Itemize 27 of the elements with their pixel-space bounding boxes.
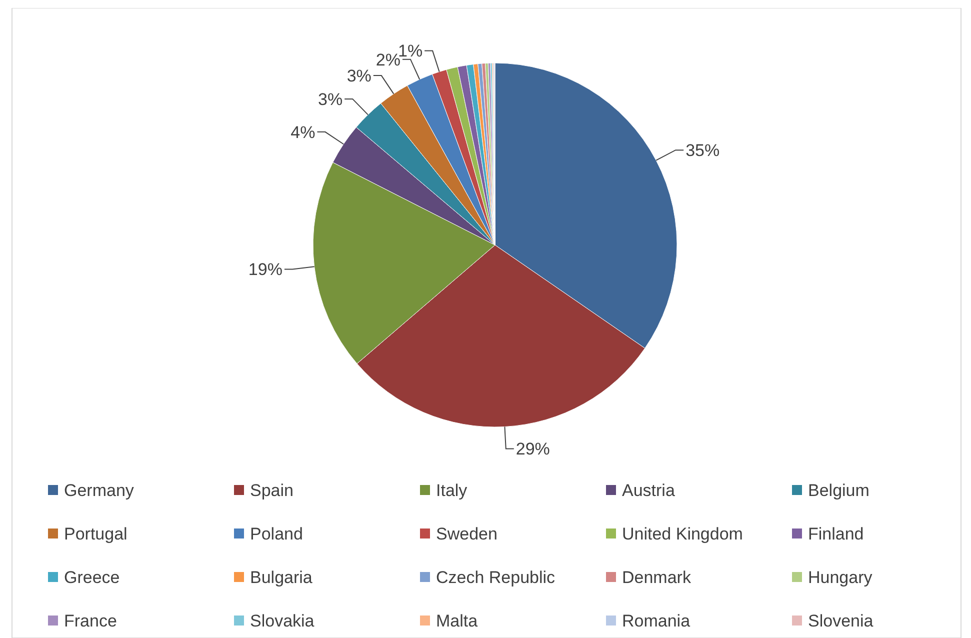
legend-label: Germany <box>64 480 134 500</box>
legend-label: Greece <box>64 568 120 587</box>
data-label: 3% <box>318 90 343 109</box>
legend-label: Belgium <box>808 480 870 500</box>
legend-label: France <box>64 611 117 630</box>
data-label: 35% <box>686 141 720 160</box>
data-label: 2% <box>376 50 400 70</box>
legend-label: Romania <box>622 611 691 630</box>
data-label: 19% <box>248 260 282 280</box>
legend-label: Italy <box>436 480 468 500</box>
data-label: 4% <box>290 122 316 142</box>
legend-label: Finland <box>808 524 864 544</box>
data-label: 3% <box>346 66 372 86</box>
legend-label: Poland <box>250 524 303 544</box>
data-label: 29% <box>516 440 550 459</box>
legend-label: Spain <box>250 480 294 500</box>
legend-label: Denmark <box>622 568 692 587</box>
legend-label: Malta <box>436 611 478 630</box>
legend-label: Hungary <box>808 568 873 587</box>
legend-label: Austria <box>622 480 676 500</box>
legend-label: Sweden <box>436 524 498 544</box>
legend-label: Czech Republic <box>436 568 556 587</box>
legend-label: Portugal <box>64 524 128 544</box>
legend-label: Bulgaria <box>250 568 313 587</box>
legend-label: United Kingdom <box>622 524 743 544</box>
legend-label: Slovakia <box>250 611 315 630</box>
legend-label: Slovenia <box>808 611 874 630</box>
